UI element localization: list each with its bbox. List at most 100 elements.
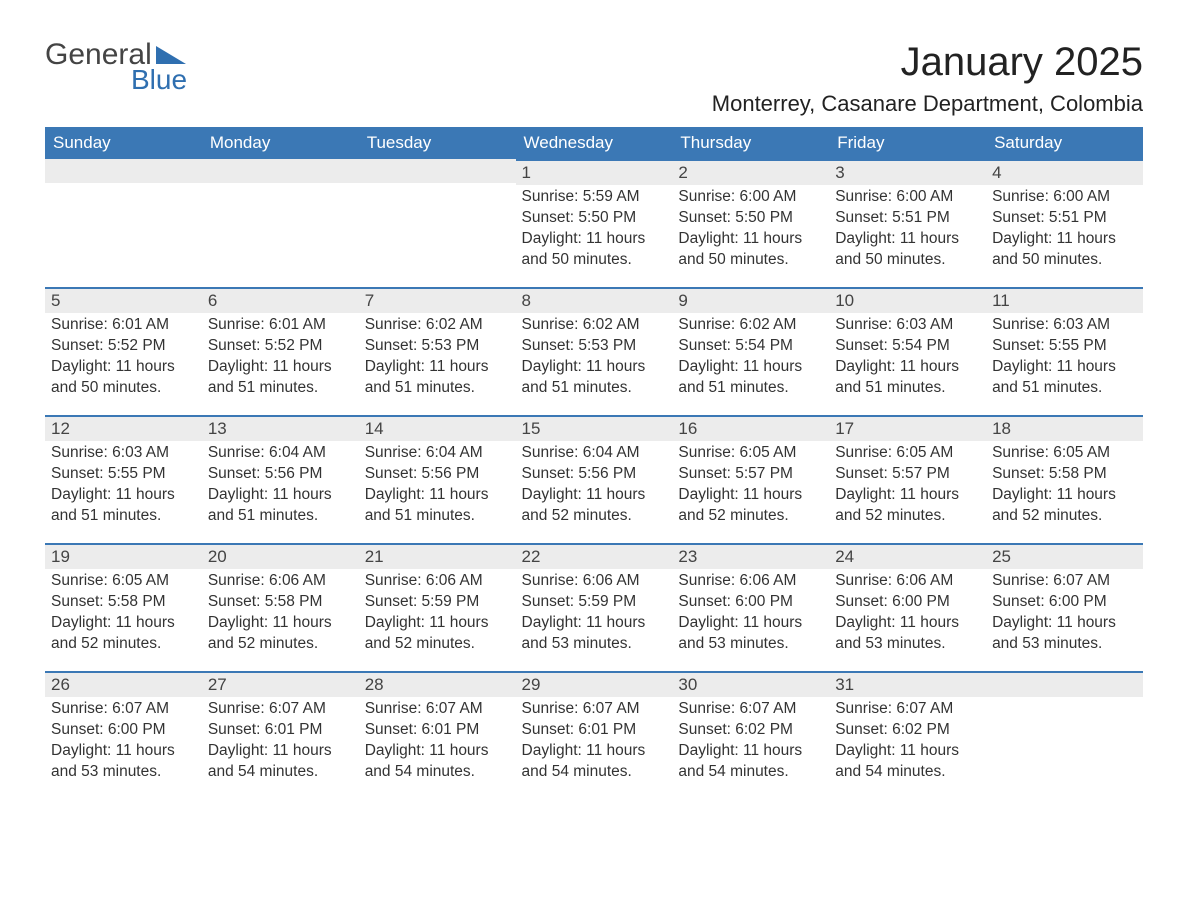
daylight-text: Daylight: 11 hours and 51 minutes. <box>208 485 353 527</box>
day-details: Sunrise: 6:01 AMSunset: 5:52 PMDaylight:… <box>45 313 202 405</box>
sunrise-text: Sunrise: 6:07 AM <box>208 699 353 720</box>
sunrise-text: Sunrise: 6:06 AM <box>208 571 353 592</box>
day-number: 7 <box>359 287 516 313</box>
day-details: Sunrise: 6:00 AMSunset: 5:51 PMDaylight:… <box>829 185 986 277</box>
day-number: 14 <box>359 415 516 441</box>
calendar-week-row: 12Sunrise: 6:03 AMSunset: 5:55 PMDayligh… <box>45 415 1143 543</box>
calendar-week-row: 5Sunrise: 6:01 AMSunset: 5:52 PMDaylight… <box>45 287 1143 415</box>
sunset-text: Sunset: 5:56 PM <box>522 464 667 485</box>
day-details: Sunrise: 6:04 AMSunset: 5:56 PMDaylight:… <box>202 441 359 533</box>
calendar-day-cell <box>202 159 359 287</box>
day-details: Sunrise: 6:05 AMSunset: 5:58 PMDaylight:… <box>45 569 202 661</box>
calendar-day-cell: 26Sunrise: 6:07 AMSunset: 6:00 PMDayligh… <box>45 671 202 799</box>
daylight-text: Daylight: 11 hours and 52 minutes. <box>835 485 980 527</box>
calendar-day-cell: 20Sunrise: 6:06 AMSunset: 5:58 PMDayligh… <box>202 543 359 671</box>
header: General Blue January 2025 Monterrey, Cas… <box>45 40 1143 127</box>
weekday-header: Saturday <box>986 127 1143 159</box>
day-details: Sunrise: 6:01 AMSunset: 5:52 PMDaylight:… <box>202 313 359 405</box>
day-number: 18 <box>986 415 1143 441</box>
day-number: 20 <box>202 543 359 569</box>
calendar-week-row: 1Sunrise: 5:59 AMSunset: 5:50 PMDaylight… <box>45 159 1143 287</box>
daylight-text: Daylight: 11 hours and 50 minutes. <box>51 357 196 399</box>
sunrise-text: Sunrise: 6:05 AM <box>678 443 823 464</box>
sunset-text: Sunset: 5:52 PM <box>208 336 353 357</box>
calendar-day-cell: 14Sunrise: 6:04 AMSunset: 5:56 PMDayligh… <box>359 415 516 543</box>
daylight-text: Daylight: 11 hours and 51 minutes. <box>992 357 1137 399</box>
day-number: 19 <box>45 543 202 569</box>
daylight-text: Daylight: 11 hours and 53 minutes. <box>522 613 667 655</box>
sunset-text: Sunset: 6:00 PM <box>51 720 196 741</box>
sunrise-text: Sunrise: 6:05 AM <box>992 443 1137 464</box>
daylight-text: Daylight: 11 hours and 53 minutes. <box>678 613 823 655</box>
sunrise-text: Sunrise: 6:06 AM <box>835 571 980 592</box>
sunrise-text: Sunrise: 6:07 AM <box>678 699 823 720</box>
daylight-text: Daylight: 11 hours and 53 minutes. <box>835 613 980 655</box>
day-details: Sunrise: 6:02 AMSunset: 5:53 PMDaylight:… <box>359 313 516 405</box>
sunset-text: Sunset: 5:53 PM <box>365 336 510 357</box>
logo-text-blue: Blue <box>131 66 187 94</box>
daylight-text: Daylight: 11 hours and 51 minutes. <box>365 485 510 527</box>
sunrise-text: Sunrise: 6:07 AM <box>51 699 196 720</box>
day-number-empty <box>359 159 516 183</box>
sunrise-text: Sunrise: 6:02 AM <box>365 315 510 336</box>
day-details: Sunrise: 6:00 AMSunset: 5:51 PMDaylight:… <box>986 185 1143 277</box>
day-number: 5 <box>45 287 202 313</box>
day-number: 15 <box>516 415 673 441</box>
day-number: 10 <box>829 287 986 313</box>
calendar-day-cell: 12Sunrise: 6:03 AMSunset: 5:55 PMDayligh… <box>45 415 202 543</box>
daylight-text: Daylight: 11 hours and 54 minutes. <box>678 741 823 783</box>
sunset-text: Sunset: 6:00 PM <box>678 592 823 613</box>
day-details: Sunrise: 6:05 AMSunset: 5:57 PMDaylight:… <box>672 441 829 533</box>
weekday-header: Thursday <box>672 127 829 159</box>
sunset-text: Sunset: 5:58 PM <box>992 464 1137 485</box>
sunset-text: Sunset: 6:01 PM <box>365 720 510 741</box>
day-number: 21 <box>359 543 516 569</box>
daylight-text: Daylight: 11 hours and 50 minutes. <box>678 229 823 271</box>
day-details: Sunrise: 6:03 AMSunset: 5:55 PMDaylight:… <box>45 441 202 533</box>
month-title: January 2025 <box>712 40 1143 85</box>
calendar-day-cell: 16Sunrise: 6:05 AMSunset: 5:57 PMDayligh… <box>672 415 829 543</box>
title-block: January 2025 Monterrey, Casanare Departm… <box>712 40 1143 127</box>
day-details: Sunrise: 6:05 AMSunset: 5:58 PMDaylight:… <box>986 441 1143 533</box>
daylight-text: Daylight: 11 hours and 52 minutes. <box>365 613 510 655</box>
day-details: Sunrise: 6:07 AMSunset: 6:02 PMDaylight:… <box>672 697 829 789</box>
day-number: 1 <box>516 159 673 185</box>
sunset-text: Sunset: 5:58 PM <box>51 592 196 613</box>
sunset-text: Sunset: 6:02 PM <box>835 720 980 741</box>
sunset-text: Sunset: 5:50 PM <box>522 208 667 229</box>
calendar-table: SundayMondayTuesdayWednesdayThursdayFrid… <box>45 127 1143 799</box>
day-details: Sunrise: 6:07 AMSunset: 6:02 PMDaylight:… <box>829 697 986 789</box>
calendar-day-cell: 31Sunrise: 6:07 AMSunset: 6:02 PMDayligh… <box>829 671 986 799</box>
day-number: 12 <box>45 415 202 441</box>
calendar-day-cell: 2Sunrise: 6:00 AMSunset: 5:50 PMDaylight… <box>672 159 829 287</box>
daylight-text: Daylight: 11 hours and 54 minutes. <box>208 741 353 783</box>
calendar-day-cell: 13Sunrise: 6:04 AMSunset: 5:56 PMDayligh… <box>202 415 359 543</box>
day-number: 16 <box>672 415 829 441</box>
calendar-day-cell: 4Sunrise: 6:00 AMSunset: 5:51 PMDaylight… <box>986 159 1143 287</box>
day-details: Sunrise: 6:06 AMSunset: 6:00 PMDaylight:… <box>672 569 829 661</box>
calendar-day-cell: 29Sunrise: 6:07 AMSunset: 6:01 PMDayligh… <box>516 671 673 799</box>
day-details: Sunrise: 6:06 AMSunset: 5:59 PMDaylight:… <box>359 569 516 661</box>
calendar-day-cell <box>359 159 516 287</box>
sunset-text: Sunset: 5:59 PM <box>522 592 667 613</box>
daylight-text: Daylight: 11 hours and 51 minutes. <box>208 357 353 399</box>
sunrise-text: Sunrise: 6:04 AM <box>208 443 353 464</box>
calendar-day-cell: 9Sunrise: 6:02 AMSunset: 5:54 PMDaylight… <box>672 287 829 415</box>
sunrise-text: Sunrise: 6:02 AM <box>522 315 667 336</box>
sunrise-text: Sunrise: 6:00 AM <box>678 187 823 208</box>
sunrise-text: Sunrise: 6:06 AM <box>365 571 510 592</box>
day-details: Sunrise: 6:06 AMSunset: 5:59 PMDaylight:… <box>516 569 673 661</box>
day-details: Sunrise: 6:03 AMSunset: 5:54 PMDaylight:… <box>829 313 986 405</box>
calendar-day-cell: 10Sunrise: 6:03 AMSunset: 5:54 PMDayligh… <box>829 287 986 415</box>
sunset-text: Sunset: 5:51 PM <box>992 208 1137 229</box>
day-number: 4 <box>986 159 1143 185</box>
sunset-text: Sunset: 5:50 PM <box>678 208 823 229</box>
day-details: Sunrise: 6:02 AMSunset: 5:54 PMDaylight:… <box>672 313 829 405</box>
calendar-day-cell: 17Sunrise: 6:05 AMSunset: 5:57 PMDayligh… <box>829 415 986 543</box>
day-number: 31 <box>829 671 986 697</box>
day-details: Sunrise: 6:07 AMSunset: 6:00 PMDaylight:… <box>986 569 1143 661</box>
calendar-day-cell <box>986 671 1143 799</box>
sunrise-text: Sunrise: 6:07 AM <box>365 699 510 720</box>
weekday-header: Sunday <box>45 127 202 159</box>
day-details: Sunrise: 6:06 AMSunset: 6:00 PMDaylight:… <box>829 569 986 661</box>
